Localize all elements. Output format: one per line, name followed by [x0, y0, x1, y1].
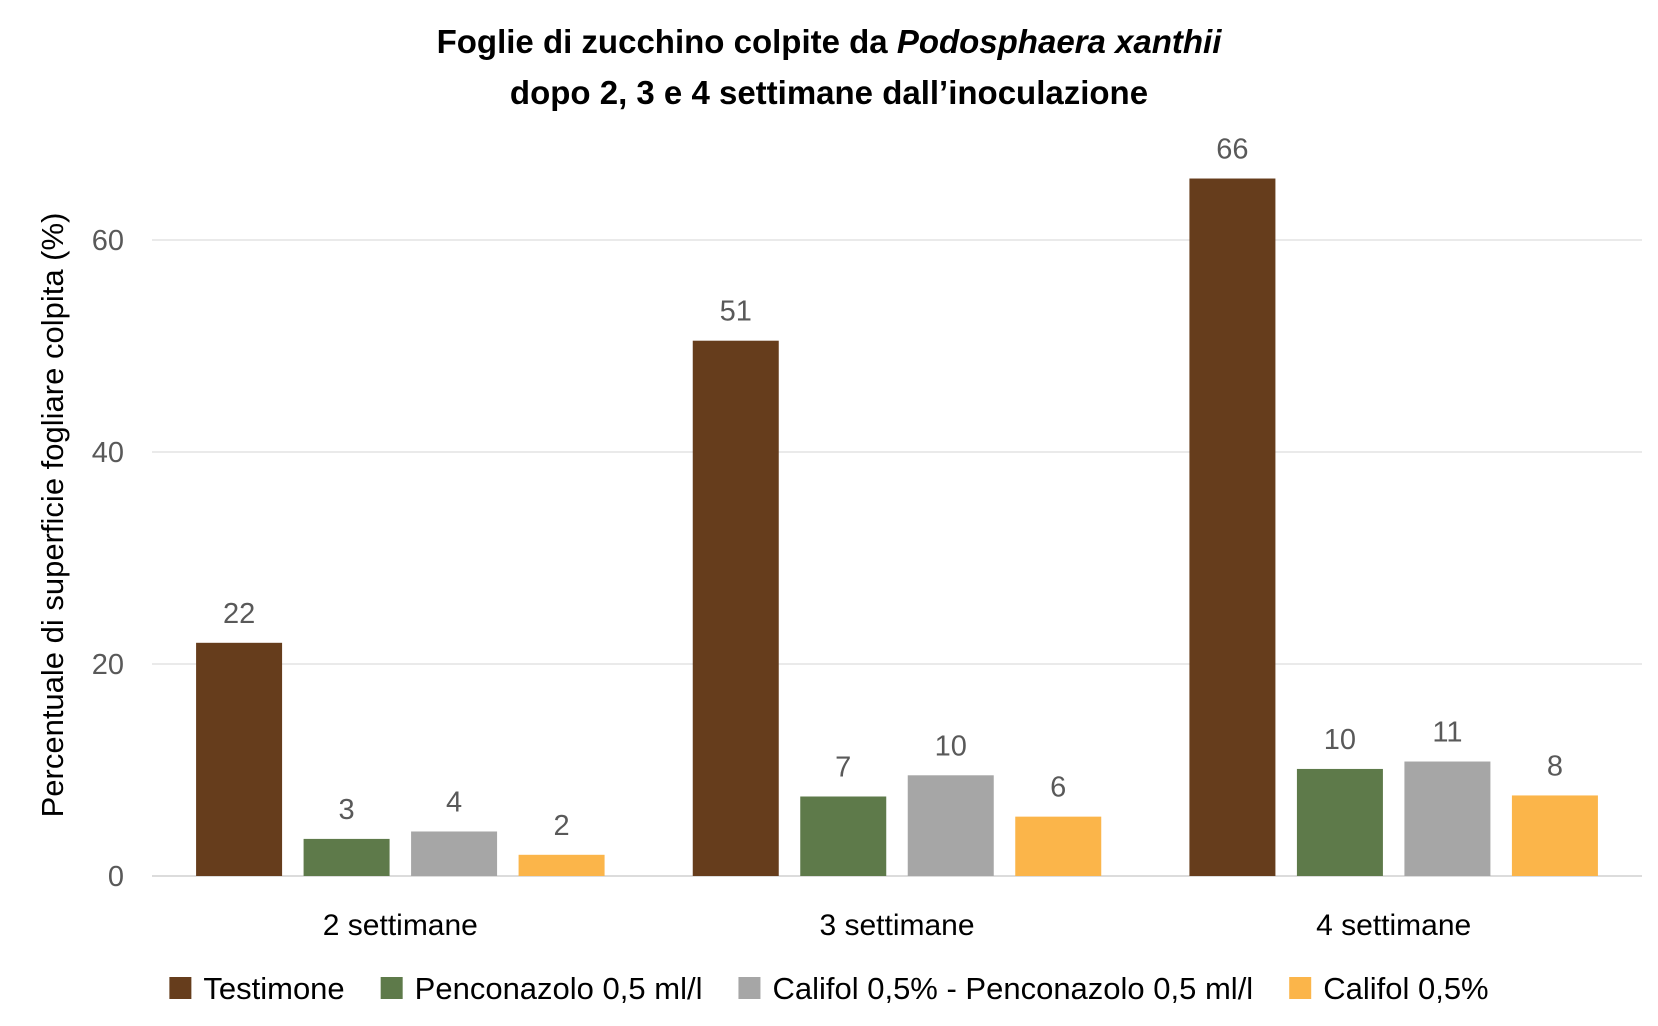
- data-label: 10: [1324, 724, 1356, 756]
- y-tick-label: 20: [92, 649, 124, 681]
- data-label: 8: [1547, 750, 1563, 782]
- bar: [800, 796, 887, 876]
- legend-label: Califol 0,5% - Penconazolo 0,5 ml/l: [772, 971, 1253, 1006]
- legend-swatch: [1289, 977, 1312, 999]
- y-tick-label: 60: [92, 225, 124, 257]
- chart-title-species: Podosphaera xanthii: [897, 23, 1222, 60]
- x-category-label: 3 settimane: [819, 909, 974, 942]
- bar: [303, 838, 390, 876]
- bar: [1296, 768, 1383, 876]
- legend-swatch: [169, 977, 192, 999]
- data-label: 11: [1432, 717, 1462, 749]
- data-label: 4: [446, 786, 462, 818]
- bars: [196, 178, 1598, 876]
- bar: [411, 831, 498, 876]
- bar: [907, 775, 994, 876]
- data-label: 2: [554, 810, 570, 842]
- data-label: 66: [1216, 134, 1248, 166]
- bar: [518, 854, 605, 876]
- legend-label: Testimone: [203, 971, 344, 1006]
- legend-label: Califol 0,5%: [1323, 971, 1488, 1006]
- y-tick-label: 0: [108, 861, 124, 893]
- legend: Testimone Penconazolo 0,5 ml/l Califol 0,5…: [169, 971, 1489, 1006]
- x-category-label: 4 settimane: [1316, 909, 1471, 942]
- chart-title-part: Foglie di zucchino colpite da: [437, 23, 897, 60]
- bar: [1015, 816, 1102, 876]
- bar: [692, 340, 779, 876]
- data-label: 10: [935, 730, 967, 762]
- bar: [1511, 795, 1598, 876]
- data-label: 22: [223, 598, 255, 630]
- legend-label: Penconazolo 0,5 ml/l: [415, 971, 703, 1006]
- data-label: 6: [1050, 772, 1066, 804]
- bar: [1189, 178, 1276, 876]
- x-axis-categories: 2 settimane 3 settimane 4 settimane: [323, 909, 1471, 942]
- legend-swatch: [380, 977, 403, 999]
- data-label: 51: [720, 296, 752, 328]
- x-category-label: 2 settimane: [323, 909, 478, 942]
- gridlines: [152, 239, 1642, 877]
- legend-swatch: [738, 977, 761, 999]
- y-axis-label: Percentuale di superficie fogliare colpi…: [35, 213, 70, 818]
- bar: [196, 642, 283, 876]
- y-axis-ticks: 0 20 40 60: [92, 225, 124, 893]
- chart-subtitle: dopo 2, 3 e 4 settimane dall’inoculazion…: [510, 74, 1148, 111]
- bar: [1404, 761, 1491, 876]
- data-label: 3: [339, 794, 355, 826]
- chart-title: Foglie di zucchino colpite da Podosphaer…: [437, 23, 1223, 60]
- data-label: 7: [835, 752, 851, 784]
- y-tick-label: 40: [92, 437, 124, 469]
